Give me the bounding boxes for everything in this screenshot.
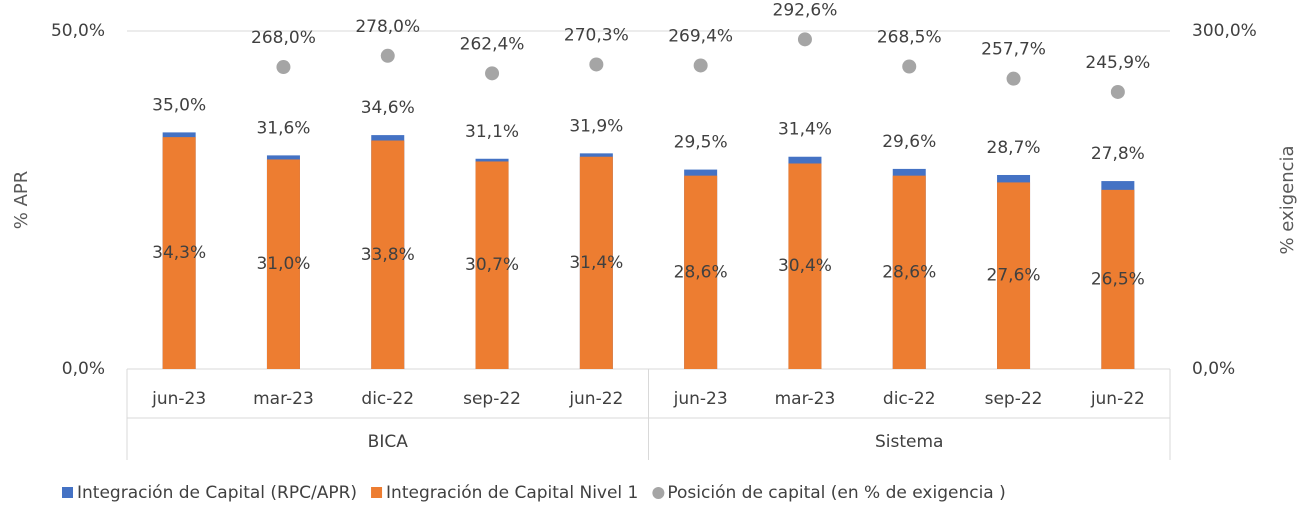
point	[797, 32, 812, 47]
data-label: 27,6%	[987, 266, 1041, 286]
point	[380, 48, 395, 63]
data-label: 270,3%	[564, 25, 629, 45]
data-label: 269,4%	[668, 26, 733, 46]
x-tick-label: dic-22	[361, 389, 414, 409]
bar	[579, 156, 613, 369]
x-tick-label: jun-23	[151, 389, 206, 409]
legend-marker	[62, 487, 73, 498]
data-label: 34,3%	[152, 243, 206, 263]
point	[693, 58, 708, 73]
y-tick-label: 50,0%	[51, 21, 105, 41]
data-label: 268,0%	[251, 28, 316, 48]
data-label: 27,8%	[1091, 144, 1145, 164]
data-label: 34,6%	[361, 98, 415, 118]
data-label: 35,0%	[152, 95, 206, 115]
data-label: 292,6%	[773, 0, 838, 20]
legend-label: Integración de Capital (RPC/APR)	[77, 483, 357, 503]
group-label: Sistema	[875, 432, 943, 452]
x-tick-label: mar-23	[253, 389, 314, 409]
data-label: 31,9%	[569, 116, 623, 136]
point	[485, 66, 500, 81]
data-label: 30,4%	[778, 256, 832, 276]
point	[902, 59, 917, 74]
point	[276, 60, 291, 75]
data-label: 30,7%	[465, 255, 519, 275]
data-label: 26,5%	[1091, 269, 1145, 289]
bar	[371, 140, 405, 369]
bar	[162, 137, 196, 369]
x-tick-label: dic-22	[883, 389, 936, 409]
group-label: BICA	[368, 432, 409, 452]
bar	[266, 159, 300, 369]
data-label: 33,8%	[361, 245, 415, 265]
y2-axis-title: % exigencia	[1277, 145, 1298, 254]
data-label: 257,7%	[981, 40, 1046, 60]
y2-tick-label: 300,0%	[1192, 21, 1257, 41]
x-tick-label: mar-23	[775, 389, 836, 409]
y2-tick-label: 0,0%	[1192, 359, 1235, 379]
point	[1006, 71, 1021, 86]
x-tick-label: jun-22	[1090, 389, 1145, 409]
data-label: 29,6%	[882, 132, 936, 152]
data-label: 245,9%	[1085, 53, 1150, 73]
legend-label: Posición de capital (en % de exigencia )	[667, 483, 1005, 503]
data-label: 31,4%	[569, 253, 623, 273]
data-label: 28,7%	[987, 138, 1041, 158]
x-tick-label: jun-22	[568, 389, 623, 409]
point	[589, 57, 604, 72]
point	[1110, 84, 1125, 99]
bar	[997, 182, 1031, 369]
y-tick-label: 0,0%	[62, 359, 105, 379]
data-label: 31,0%	[256, 254, 310, 274]
data-label: 29,5%	[674, 133, 728, 153]
legend-marker	[652, 487, 665, 499]
data-label: 28,6%	[674, 262, 728, 282]
data-label: 31,6%	[256, 118, 310, 138]
data-label: 268,5%	[877, 27, 942, 47]
data-label: 278,0%	[355, 17, 420, 37]
bar	[892, 175, 926, 369]
data-label: 31,1%	[465, 122, 519, 142]
data-label: 31,4%	[778, 120, 832, 140]
legend-label: Integración de Capital Nivel 1	[386, 483, 638, 503]
x-tick-label: sep-22	[463, 389, 521, 409]
bar	[788, 163, 822, 369]
bar	[684, 175, 718, 369]
x-tick-label: jun-23	[673, 389, 728, 409]
bar	[1101, 189, 1135, 369]
legend-marker	[371, 487, 383, 498]
data-label: 28,6%	[882, 262, 936, 282]
bar	[475, 161, 509, 369]
x-tick-label: sep-22	[985, 389, 1043, 409]
data-label: 262,4%	[460, 34, 525, 54]
y-axis-title: % APR	[11, 171, 32, 230]
